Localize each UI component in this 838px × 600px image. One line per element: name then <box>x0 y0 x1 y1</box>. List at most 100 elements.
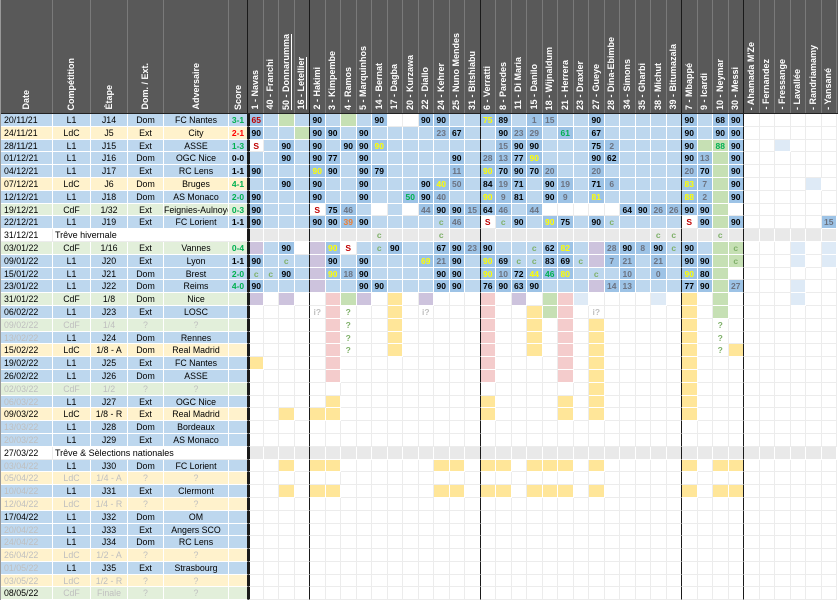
cell-par[interactable] <box>496 446 512 460</box>
date-cell[interactable]: 06/03/22 <box>1 395 53 409</box>
cell-sim[interactable] <box>620 549 636 562</box>
cell-fre[interactable] <box>775 395 791 409</box>
venue-cell[interactable]: Dom <box>128 536 164 550</box>
cell-nav[interactable]: 90 <box>248 280 264 294</box>
cell-din[interactable]: 62 <box>604 152 620 166</box>
cell-bit[interactable] <box>465 472 481 486</box>
cell-sim[interactable] <box>620 536 636 550</box>
cell-ica[interactable] <box>697 549 713 562</box>
player-column-header-kehrer[interactable]: 24 - Kehrer <box>434 0 450 113</box>
cell-aha[interactable] <box>744 510 760 524</box>
cell-ver[interactable]: 90 <box>480 190 496 204</box>
stage-cell[interactable]: 1/2 - R <box>91 574 128 588</box>
cell-fer[interactable] <box>759 114 775 127</box>
cell-ber[interactable] <box>372 446 388 460</box>
cell-dra[interactable] <box>573 139 589 153</box>
cell-yan[interactable] <box>821 229 837 242</box>
venue-cell[interactable]: Ext <box>128 165 164 178</box>
score-cell[interactable]: 0-0 <box>229 152 248 166</box>
cell-let[interactable] <box>294 177 310 191</box>
cell-ica[interactable] <box>697 408 713 422</box>
cell-gha[interactable] <box>635 331 651 345</box>
cell-dim[interactable] <box>511 459 527 473</box>
cell-dia[interactable]: 90 <box>418 190 434 204</box>
cell-yan[interactable] <box>821 561 837 575</box>
cell-ran[interactable] <box>806 382 822 396</box>
cell-ica[interactable] <box>697 561 713 575</box>
cell-ram[interactable] <box>341 561 357 575</box>
cell-sim[interactable] <box>620 561 636 575</box>
cell-her[interactable] <box>558 395 574 409</box>
cell-kur[interactable] <box>403 485 419 498</box>
cell-bit[interactable] <box>465 421 481 434</box>
stage-cell[interactable]: J16 <box>91 152 128 166</box>
cell-mic[interactable] <box>651 318 667 332</box>
cell-ber[interactable] <box>372 369 388 383</box>
cell-her[interactable] <box>558 331 574 345</box>
cell-bitu[interactable] <box>666 190 682 204</box>
cell-ram[interactable] <box>341 126 357 140</box>
cell-gha[interactable] <box>635 139 651 153</box>
cell-fra[interactable] <box>263 203 279 217</box>
cell-dag[interactable] <box>387 549 403 562</box>
cell-dag[interactable] <box>387 574 403 588</box>
player-column-header-bitshiabu[interactable]: 31 - Bitshiabu <box>465 0 481 113</box>
cell-bit[interactable] <box>465 177 481 191</box>
cell-din[interactable] <box>604 446 620 460</box>
cell-kim[interactable] <box>325 395 341 409</box>
cell-aha[interactable] <box>744 190 760 204</box>
cell-ver[interactable]: 28 <box>480 152 496 166</box>
cell-dag[interactable] <box>387 114 403 127</box>
cell-hak[interactable] <box>310 344 326 358</box>
cell-keh[interactable] <box>434 344 450 358</box>
cell-kur[interactable] <box>403 357 419 370</box>
cell-let[interactable] <box>294 574 310 588</box>
cell-mar[interactable] <box>356 408 372 422</box>
opponent-cell[interactable]: Clermont <box>164 485 229 498</box>
cell-par[interactable] <box>496 485 512 498</box>
cell-ica[interactable] <box>697 395 713 409</box>
cell-dra[interactable] <box>573 459 589 473</box>
competition-cell[interactable]: CdF <box>53 587 91 600</box>
cell-fre[interactable] <box>775 536 791 550</box>
cell-gue[interactable] <box>589 229 605 242</box>
cell-nav[interactable] <box>248 177 264 191</box>
cell-aha[interactable] <box>744 446 760 460</box>
cell-dag[interactable] <box>387 497 403 511</box>
cell-par[interactable] <box>496 382 512 396</box>
date-cell[interactable]: 03/05/22 <box>1 574 53 588</box>
cell-aha[interactable] <box>744 408 760 422</box>
cell-fra[interactable] <box>263 331 279 345</box>
cell-dra[interactable] <box>573 536 589 550</box>
cell-let[interactable] <box>294 305 310 319</box>
cell-dim[interactable] <box>511 241 527 255</box>
cell-ber[interactable] <box>372 382 388 396</box>
cell-gha[interactable] <box>635 561 651 575</box>
cell-ran[interactable] <box>806 190 822 204</box>
cell-dag[interactable] <box>387 561 403 575</box>
cell-mba[interactable] <box>682 561 698 575</box>
cell-dag[interactable] <box>387 203 403 217</box>
cell-dra[interactable] <box>573 561 589 575</box>
opponent-cell[interactable]: Reims <box>164 280 229 294</box>
cell-fra[interactable] <box>263 305 279 319</box>
cell-bitu[interactable] <box>666 549 682 562</box>
cell-gha[interactable] <box>635 344 651 358</box>
cell-gue[interactable] <box>589 536 605 550</box>
cell-ney[interactable] <box>713 472 729 486</box>
cell-ber[interactable] <box>372 587 388 600</box>
cell-bitu[interactable] <box>666 344 682 358</box>
cell-fra[interactable] <box>263 126 279 140</box>
cell-yan[interactable] <box>821 433 837 447</box>
cell-dag[interactable] <box>387 293 403 306</box>
date-cell[interactable]: 24/04/22 <box>1 536 53 550</box>
cell-ica[interactable] <box>697 357 713 370</box>
cell-dia[interactable] <box>418 574 434 588</box>
cell-wij[interactable] <box>542 549 558 562</box>
cell-keh[interactable] <box>434 587 450 600</box>
cell-mes[interactable]: 90 <box>728 177 744 191</box>
opponent-cell[interactable]: ? <box>164 382 229 396</box>
cell-nun[interactable] <box>449 574 465 588</box>
cell-mes[interactable]: 90 <box>728 190 744 204</box>
cell-lav[interactable] <box>790 561 806 575</box>
